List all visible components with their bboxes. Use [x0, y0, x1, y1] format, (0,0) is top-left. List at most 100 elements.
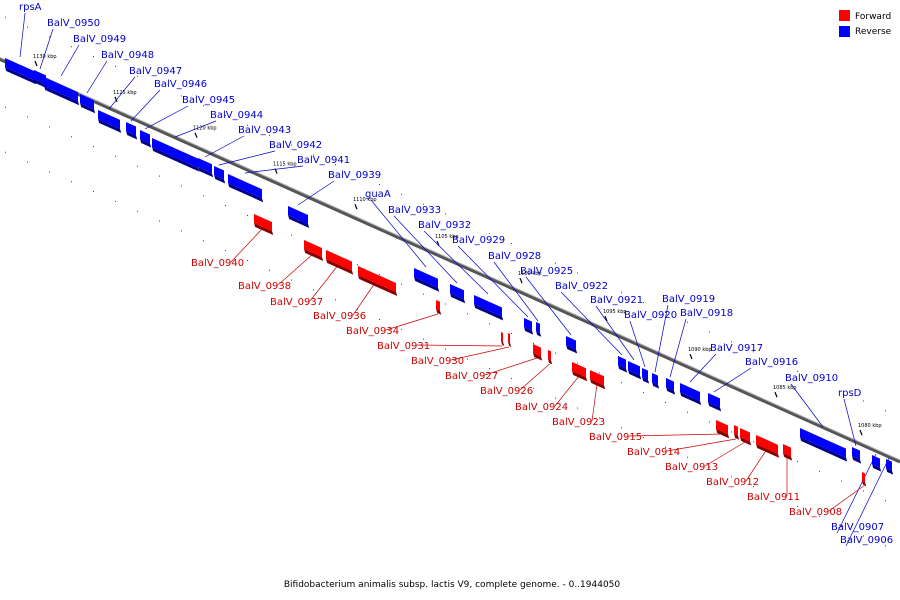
gene-label: BalV_0917: [710, 343, 763, 354]
tick-label: 1090 kbp: [688, 347, 712, 353]
gene-box: [288, 206, 308, 224]
gene-box: [44, 77, 78, 102]
grid-dot: [885, 500, 886, 502]
grid-dot: [863, 490, 864, 492]
gene-label: BalV_0933: [388, 205, 441, 216]
leader-line: [130, 89, 161, 122]
grid-dot: [445, 303, 446, 305]
gene-box: [862, 472, 865, 483]
gene-label: BalV_0921: [590, 295, 643, 306]
leader-line: [230, 227, 264, 263]
genome-backbone: [0, 57, 900, 464]
gene-box-shade: [214, 175, 226, 184]
leader-line: [790, 383, 824, 428]
grid-dot: [731, 476, 732, 478]
grid-dot: [687, 456, 688, 458]
gene-box-shade: [98, 119, 122, 133]
leader-line: [654, 304, 669, 373]
grid-dot: [841, 480, 842, 482]
grid-dot: [643, 392, 644, 394]
grid-dot: [423, 203, 424, 205]
grid-dot: [5, 151, 6, 153]
gene-box: [5, 58, 35, 81]
grid-dot: [423, 338, 424, 340]
gene-box-shade: [886, 468, 894, 475]
grid-dot: [709, 331, 710, 333]
gene-box-shade: [501, 341, 505, 346]
gene-label: BalV_0945: [182, 95, 235, 106]
grid-dot: [863, 535, 864, 537]
grid-dot: [643, 437, 644, 439]
grid-dot: [599, 417, 600, 419]
grid-dot: [335, 299, 336, 301]
grid-dot: [489, 233, 490, 235]
gene-label: BalV_0915: [589, 432, 642, 443]
gene-label: BalV_0919: [662, 294, 715, 305]
grid-dot: [27, 116, 28, 118]
gene-label: BalV_0906: [840, 535, 893, 546]
gene-label: BalV_0947: [129, 66, 182, 77]
tick-mark: [774, 391, 778, 398]
gene-label: BalV_0939: [328, 170, 381, 181]
leader-line: [560, 291, 623, 356]
gene-box-shade: [126, 131, 138, 140]
tick-mark: [689, 353, 693, 360]
gene-box: [152, 138, 198, 168]
gene-label: BalV_0932: [418, 220, 471, 231]
grid-dot: [819, 380, 820, 382]
gene-label: BalV_0948: [101, 50, 154, 61]
figure-caption: Bifidobacterium animalis subsp. lactis V…: [284, 580, 621, 590]
gene-box: [572, 362, 586, 378]
gene-box: [533, 344, 541, 357]
gene-box: [800, 428, 846, 458]
leader-line: [60, 44, 80, 77]
gene-box: [783, 444, 791, 457]
grid-dot: [489, 323, 490, 325]
leader-line: [484, 357, 538, 376]
leader-line: [836, 453, 877, 534]
tick-label: 1130 kbp: [33, 54, 57, 60]
gene-label: BalV_0907: [831, 522, 884, 533]
legend-forward-swatch: [839, 10, 850, 21]
gene-box-shade: [524, 327, 534, 335]
grid-dot: [467, 313, 468, 315]
leader-line: [385, 313, 439, 331]
leader-line: [843, 398, 857, 447]
gene-label: BalV_0931: [377, 341, 430, 352]
grid-dot: [731, 431, 732, 433]
grid-dot: [753, 441, 754, 443]
gene-box-shade: [414, 277, 440, 292]
gene-box: [652, 373, 658, 385]
leader-line: [457, 245, 529, 318]
grid-dot: [533, 252, 534, 254]
grid-dot: [555, 262, 556, 264]
grid-dot: [621, 427, 622, 429]
grid-dot: [357, 174, 358, 176]
gene-box-shade: [80, 103, 96, 114]
tick-mark: [859, 429, 863, 436]
leader-line: [845, 457, 890, 547]
grid-dot: [687, 321, 688, 323]
gene-box: [254, 214, 272, 232]
leader-line: [628, 433, 723, 437]
grid-dot: [5, 106, 6, 108]
grid-dot: [181, 95, 182, 97]
grid-dot: [71, 46, 72, 48]
gene-label: BalV_0910: [785, 373, 838, 384]
gene-box-shade: [800, 437, 848, 462]
grid-dot: [467, 223, 468, 225]
gene-box: [886, 459, 892, 471]
leader-line: [745, 448, 768, 482]
gene-label: BalV_0928: [488, 251, 541, 262]
grid-dot: [5, 16, 6, 18]
gene-box: [414, 268, 438, 288]
leader-line: [629, 320, 646, 368]
grid-dot: [291, 279, 292, 281]
grid-dot: [665, 311, 666, 313]
grid-dot: [511, 243, 512, 245]
gene-label: BalV_0938: [238, 281, 291, 292]
gene-box-shade: [450, 293, 466, 304]
leader-line: [204, 135, 245, 158]
gene-box: [508, 333, 510, 343]
